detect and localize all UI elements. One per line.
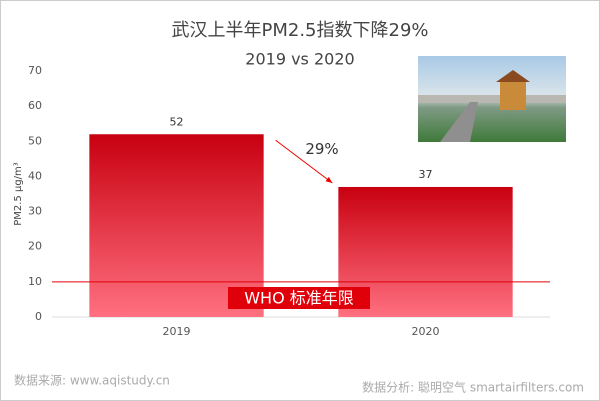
data-label: 52 [170, 115, 184, 128]
y-tick-label: 50 [28, 134, 42, 147]
chart-subtitle: 2019 vs 2020 [245, 50, 354, 69]
y-tick-label: 10 [28, 275, 42, 288]
reference-label-bg [228, 287, 370, 309]
y-tick-label: 30 [28, 205, 42, 218]
x-tick-label: 2020 [412, 325, 440, 338]
data-label: 37 [419, 168, 433, 181]
y-tick-label: 60 [28, 99, 42, 112]
y-axis-label: PM2.5 μg/m³ [13, 162, 24, 226]
photo [418, 56, 566, 142]
y-tick-label: 40 [28, 169, 42, 182]
analysis-note: 数据分析: 聪明空气 smartairfilters.com [362, 380, 584, 395]
y-tick-label: 0 [35, 310, 42, 323]
change-arrow [275, 139, 333, 184]
arrow-head [325, 176, 333, 183]
bar [89, 134, 264, 317]
source-note: 数据来源: www.aqistudy.cn [14, 373, 170, 388]
chart-title: 武汉上半年PM2.5指数下降29% [171, 20, 428, 41]
y-tick-label: 70 [28, 64, 42, 77]
y-tick-label: 20 [28, 240, 42, 253]
change-annotation: 29% [305, 140, 338, 158]
x-tick-label: 2019 [163, 325, 191, 338]
reference-label: WHO 标准年限 [244, 289, 354, 308]
